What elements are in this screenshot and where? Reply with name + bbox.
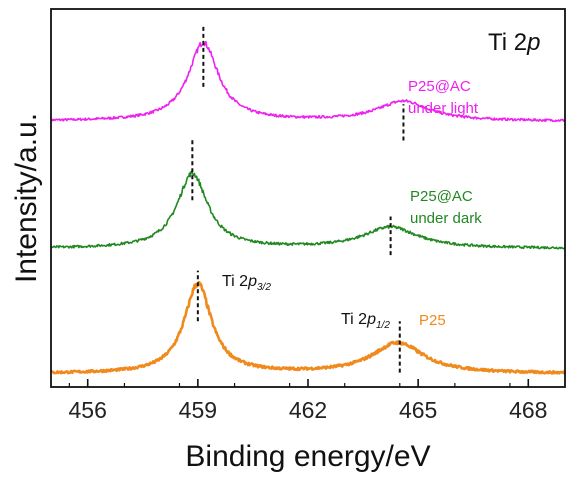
annotation-p25ac-light: P25@AC under light <box>408 78 479 117</box>
plot-frame <box>50 8 566 388</box>
annotation-p25: P25 <box>419 312 446 329</box>
x-tick-label-462: 462 <box>289 397 327 423</box>
chart-title: Ti 2p <box>488 29 540 56</box>
x-tick-label-465: 465 <box>399 397 437 423</box>
annotation-p25ac-dark: P25@AC under dark <box>410 188 482 227</box>
x-tick-label-456: 456 <box>69 397 107 423</box>
x-tick-label-468: 468 <box>509 397 547 423</box>
series-line-2 <box>50 170 566 250</box>
peak-marker-lines <box>191 26 405 373</box>
annotation-ti2p12: Ti 2p1/2 <box>341 311 390 331</box>
series-line-1 <box>50 40 566 123</box>
x-axis-label: Binding energy/eV <box>185 440 430 473</box>
series-line-3 <box>49 280 567 375</box>
y-axis-label: Intensity/a.u. <box>10 113 43 283</box>
curves-layer <box>49 40 567 375</box>
x-tick-label-459: 459 <box>179 397 217 423</box>
annotation-ti2p32: Ti 2p3/2 <box>222 273 271 293</box>
x-axis-ticks: 456 459 462 465 468 <box>69 379 547 423</box>
